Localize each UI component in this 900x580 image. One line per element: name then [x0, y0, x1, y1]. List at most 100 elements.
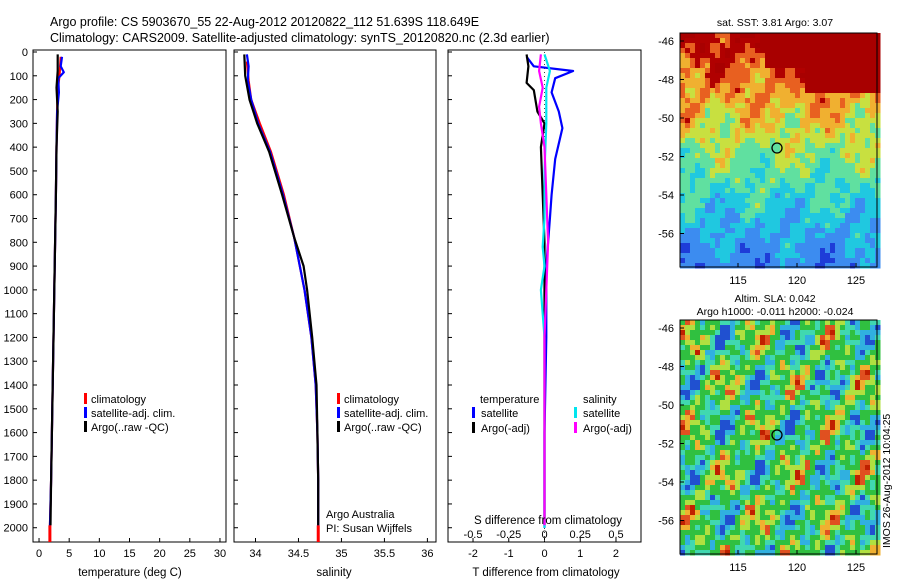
map-cell: [800, 178, 806, 184]
map-cell: [700, 88, 706, 94]
map-cell: [770, 500, 776, 506]
map-cell: [765, 465, 771, 471]
map-cell: [725, 108, 731, 114]
map-cell: [810, 335, 816, 341]
map-cell: [865, 380, 871, 386]
map-cell: [750, 143, 756, 149]
map-cell: [850, 173, 856, 179]
map-cell: [760, 340, 766, 346]
map-cell: [800, 183, 806, 189]
map-cell: [775, 515, 781, 521]
map-cell: [770, 218, 776, 224]
map-cell: [780, 208, 786, 214]
map-cell: [860, 178, 866, 184]
map-cell: [755, 445, 761, 451]
map-cell: [730, 143, 736, 149]
map-cell: [715, 440, 721, 446]
map-cell: [845, 470, 851, 476]
map-cell: [700, 470, 706, 476]
map-cell: [790, 425, 796, 431]
map-cell: [775, 360, 781, 366]
map-cell: [815, 550, 821, 556]
map-cell: [845, 43, 851, 49]
map-cell: [840, 98, 846, 104]
map-cell: [805, 480, 811, 486]
map-cell: [875, 38, 881, 44]
map-cell: [815, 58, 821, 64]
map-cell: [835, 208, 841, 214]
map-cell: [730, 325, 736, 331]
map-cell: [840, 385, 846, 391]
map-cell: [735, 253, 741, 259]
map-cell: [800, 345, 806, 351]
map-cell: [700, 168, 706, 174]
map-cell: [690, 238, 696, 244]
map-cell: [860, 535, 866, 541]
map-cell: [840, 233, 846, 239]
map-cell: [820, 238, 826, 244]
map-cell: [815, 143, 821, 149]
map-cell: [780, 405, 786, 411]
map-cell: [785, 335, 791, 341]
map-cell: [820, 258, 826, 264]
map-cell: [840, 360, 846, 366]
map-cell: [755, 340, 761, 346]
map-cell: [705, 218, 711, 224]
map-cell: [680, 113, 686, 119]
map-cell: [800, 143, 806, 149]
map-cell: [690, 550, 696, 556]
map-cell: [765, 153, 771, 159]
map-cell: [795, 223, 801, 229]
map-cell: [685, 43, 691, 49]
map-cell: [850, 550, 856, 556]
map-cell: [840, 243, 846, 249]
map-cell: [790, 405, 796, 411]
map-cell: [735, 395, 741, 401]
map-cell: [800, 330, 806, 336]
map-cell: [875, 183, 881, 189]
map-cell: [715, 525, 721, 531]
map-cell: [810, 153, 816, 159]
map-cell: [715, 415, 721, 421]
map-cell: [835, 380, 841, 386]
map-cell: [745, 380, 751, 386]
map-cell: [765, 263, 771, 269]
map-cell: [775, 163, 781, 169]
map-cell: [775, 258, 781, 264]
map-cell: [775, 253, 781, 259]
map-cell: [805, 540, 811, 546]
map-cell: [845, 430, 851, 436]
map-cell: [685, 445, 691, 451]
map-cell: [755, 223, 761, 229]
map-cell: [850, 535, 856, 541]
map-cell: [755, 103, 761, 109]
map-cell: [700, 335, 706, 341]
map-cell: [800, 515, 806, 521]
map-cell: [860, 148, 866, 154]
map-cell: [820, 163, 826, 169]
map-cell: [700, 390, 706, 396]
map-cell: [855, 525, 861, 531]
map-cell: [780, 248, 786, 254]
map-cell: [700, 325, 706, 331]
map-cell: [700, 48, 706, 54]
map-cell: [680, 400, 686, 406]
map-cell: [705, 263, 711, 269]
map-cell: [805, 490, 811, 496]
map-cell: [740, 350, 746, 356]
map-cell: [805, 365, 811, 371]
map-cell: [760, 263, 766, 269]
map-cell: [835, 465, 841, 471]
map-cell: [790, 340, 796, 346]
map-cell: [695, 213, 701, 219]
map-cell: [795, 193, 801, 199]
map-cell: [685, 485, 691, 491]
map-cell: [805, 138, 811, 144]
map-cell: [810, 83, 816, 89]
map-cell: [745, 365, 751, 371]
map-cell: [710, 263, 716, 269]
map-cell: [760, 58, 766, 64]
map-cell: [715, 370, 721, 376]
map-cell: [735, 153, 741, 159]
map-cell: [825, 410, 831, 416]
